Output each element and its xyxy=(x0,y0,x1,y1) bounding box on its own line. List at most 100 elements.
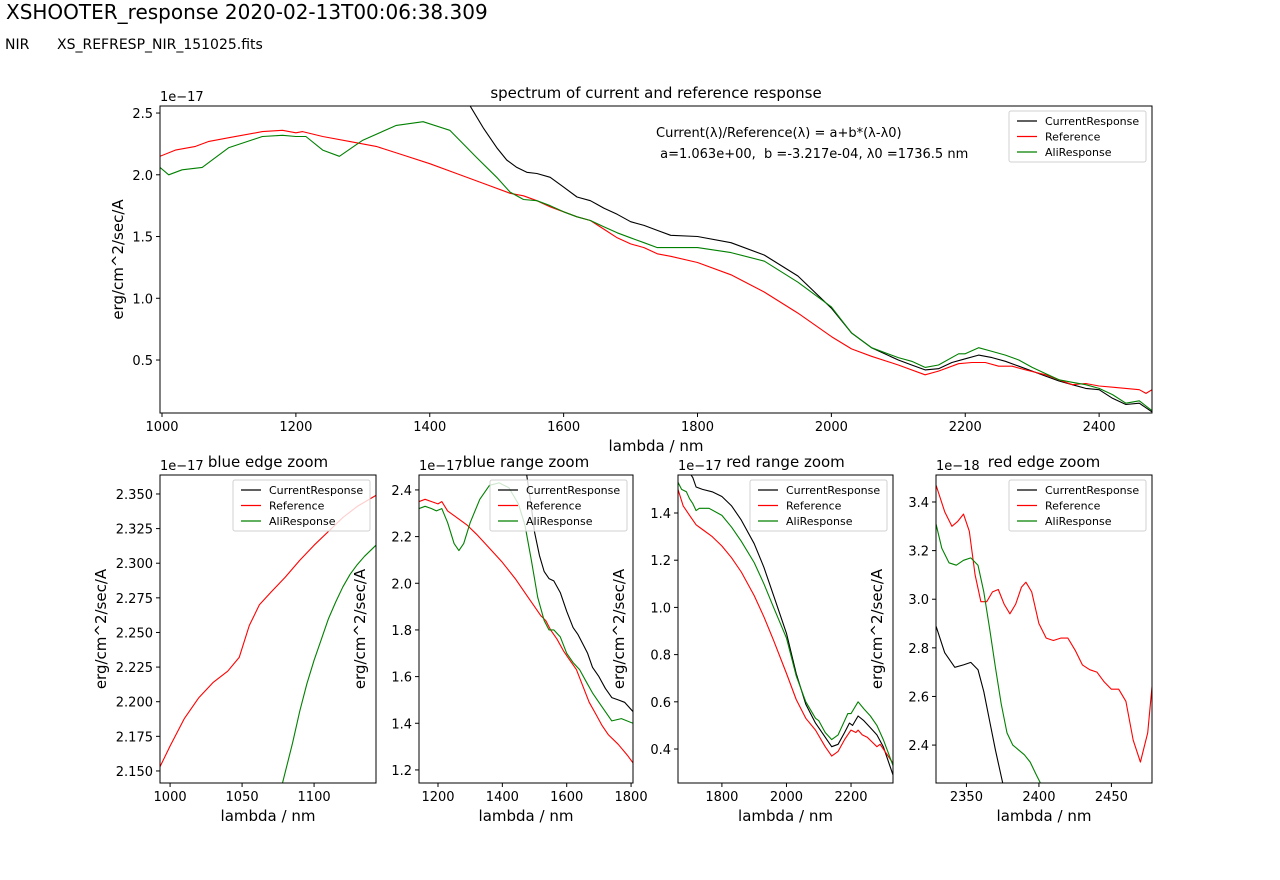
legend-entry: CurrentResponse xyxy=(269,484,363,497)
y-tick-label: 0.8 xyxy=(650,649,671,664)
y-tick-label: 3.2 xyxy=(908,545,929,560)
legend-entry: CurrentResponse xyxy=(526,484,620,497)
axes-frame xyxy=(418,474,634,784)
y-axis-label: erg/cm^2/sec/A xyxy=(92,568,110,689)
x-tick-label: 1000 xyxy=(154,790,187,805)
reference-file-name: XS_REFRESP_NIR_151025.fits xyxy=(57,37,263,53)
fit-annotation-line: a=1.063e+00, b =-3.217e-04, λ0 =1736.5 n… xyxy=(656,147,968,162)
y-tick-label: 0.6 xyxy=(650,696,671,711)
chart-blue-range: 1200 1400 1600 1800 1.2 1.4 1.6 1.8 2.0 2.2 2.4 1e−… xyxy=(351,453,648,825)
y-tick-label: 1.4 xyxy=(650,507,671,522)
legend-entry: Reference xyxy=(786,500,842,513)
series-line-aliresponse xyxy=(936,523,1041,783)
x-axis-label: lambda / nm xyxy=(221,807,316,825)
axes-frame xyxy=(159,474,377,784)
legend-box xyxy=(489,479,628,532)
legend: CurrentResponse Reference AliResponse xyxy=(1008,110,1147,163)
chart-red-edge: 2350 2400 2450 2.4 2.6 2.8 3.0 3.2 3.4 1e−18 red e… xyxy=(868,453,1153,825)
y-tick-label: 2.4 xyxy=(391,484,412,499)
y-tick-label: 2.175 xyxy=(116,730,153,745)
x-tick-label: 1800 xyxy=(681,420,714,435)
chart-blue-edge: 1000 1050 1100 2.150 2.175 2.200 2.225 2.250 2.2… xyxy=(92,453,377,825)
y-tick-label: 1.8 xyxy=(391,624,412,639)
legend-entry: AliResponse xyxy=(269,515,336,528)
series-line-currentresponse xyxy=(690,475,893,776)
y-axis-label: erg/cm^2/sec/A xyxy=(868,568,886,689)
y-tick-label: 0.5 xyxy=(132,354,153,369)
y-axis-label: erg/cm^2/sec/A xyxy=(109,199,127,320)
x-tick-label: 1200 xyxy=(421,790,454,805)
legend-box xyxy=(232,479,371,532)
legend: CurrentResponse Reference AliResponse xyxy=(232,479,371,532)
axes-frame xyxy=(935,474,1153,784)
y-tick-label: 2.225 xyxy=(116,661,153,676)
series-line-reference xyxy=(419,498,633,764)
y-tick-label: 1.2 xyxy=(391,764,412,779)
series-line-reference xyxy=(936,484,1152,763)
y-tick-label: 1.4 xyxy=(391,717,412,732)
legend: CurrentResponse Reference AliResponse xyxy=(749,479,888,532)
chart-red-range: 1800 2000 2200 0.4 0.6 0.8 1.0 1.2 1.4 1e−17 red r… xyxy=(610,453,894,825)
legend-box xyxy=(1008,479,1147,532)
y-tick-label: 2.2 xyxy=(391,531,412,546)
x-tick-label: 1050 xyxy=(226,790,259,805)
series-line-currentresponse xyxy=(526,475,633,712)
arm-label: NIR xyxy=(5,37,30,53)
x-tick-label: 2000 xyxy=(815,420,848,435)
chart-main: 1000 1200 1400 1600 1800 2000 2200 2400 0.5 1.0 1.… xyxy=(109,84,1153,455)
legend-entry: CurrentResponse xyxy=(1045,115,1139,128)
series-line-aliresponse xyxy=(160,121,1152,412)
legend-box xyxy=(749,479,888,532)
y-offset-label: 1e−17 xyxy=(160,459,204,474)
y-tick-label: 1.5 xyxy=(132,231,153,246)
legend: CurrentResponse Reference AliResponse xyxy=(489,479,628,532)
legend: CurrentResponse Reference AliResponse xyxy=(1008,479,1147,532)
x-tick-label: 1600 xyxy=(547,420,580,435)
y-axis-label: erg/cm^2/sec/A xyxy=(610,568,628,689)
x-tick-label: 2450 xyxy=(1095,790,1128,805)
legend-entry: Reference xyxy=(1045,500,1101,513)
y-tick-label: 1.2 xyxy=(650,554,671,569)
x-tick-label: 1400 xyxy=(413,420,446,435)
x-tick-label: 1800 xyxy=(705,790,738,805)
legend-entry: Reference xyxy=(1045,131,1101,144)
y-tick-label: 1.0 xyxy=(132,292,153,307)
series-line-currentresponse xyxy=(936,625,1004,783)
series-line-reference xyxy=(678,489,893,764)
y-tick-label: 2.275 xyxy=(116,592,153,607)
y-offset-label: 1e−17 xyxy=(678,459,722,474)
series-line-aliresponse xyxy=(281,544,376,783)
legend-entry: AliResponse xyxy=(1045,515,1112,528)
y-offset-label: 1e−18 xyxy=(936,459,980,474)
x-axis-label: lambda / nm xyxy=(738,807,833,825)
y-offset-label: 1e−17 xyxy=(419,459,463,474)
series-line-reference xyxy=(160,494,376,768)
series-line-reference xyxy=(160,129,1152,394)
y-tick-label: 2.250 xyxy=(116,626,153,641)
series-line-currentresponse xyxy=(469,106,1152,413)
x-tick-label: 2400 xyxy=(1022,790,1055,805)
y-tick-label: 2.350 xyxy=(116,488,153,503)
y-tick-label: 1.6 xyxy=(391,671,412,686)
y-tick-label: 1.0 xyxy=(650,601,671,616)
x-tick-label: 2350 xyxy=(950,790,983,805)
y-tick-label: 2.150 xyxy=(116,765,153,780)
y-axis-label: erg/cm^2/sec/A xyxy=(351,568,369,689)
chart-title: blue edge zoom xyxy=(208,453,328,471)
y-tick-label: 2.325 xyxy=(116,523,153,538)
chart-title: spectrum of current and reference respon… xyxy=(490,84,821,102)
x-tick-label: 1400 xyxy=(486,790,519,805)
fit-annotation-line: Current(λ)/Reference(λ) = a+b*(λ-λ0) xyxy=(656,126,902,141)
x-tick-label: 1200 xyxy=(279,420,312,435)
legend-box xyxy=(1008,110,1147,163)
y-tick-label: 3.0 xyxy=(908,593,929,608)
chart-title: blue range zoom xyxy=(463,453,589,471)
x-tick-label: 1600 xyxy=(550,790,583,805)
x-axis-label: lambda / nm xyxy=(997,807,1092,825)
y-tick-label: 3.4 xyxy=(908,496,929,511)
legend-entry: AliResponse xyxy=(526,515,593,528)
y-offset-label: 1e−17 xyxy=(160,90,204,105)
axes-frame xyxy=(677,474,894,784)
chart-title: red range zoom xyxy=(726,453,845,471)
legend-entry: CurrentResponse xyxy=(786,484,880,497)
